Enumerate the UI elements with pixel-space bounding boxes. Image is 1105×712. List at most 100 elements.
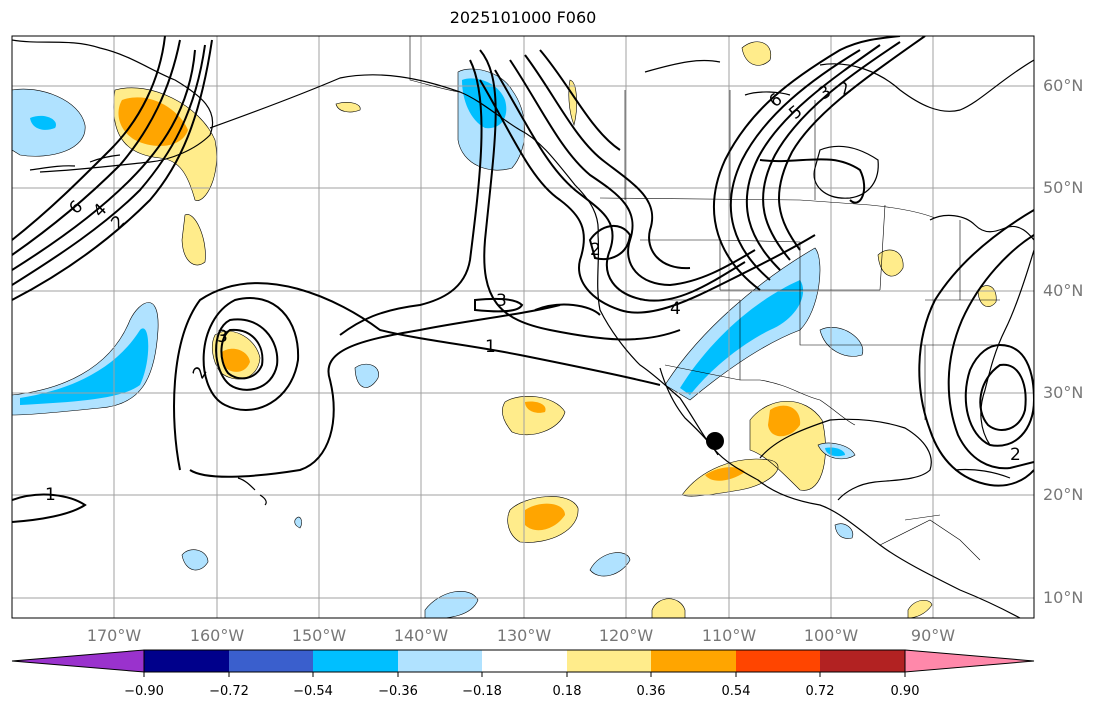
lon-label-90w: 90°W [910,626,956,645]
colorbar-segment [482,650,567,672]
colorbar-tick-label: −0.72 [209,684,249,699]
positive-region-11 [907,600,933,618]
positive-region-12 [877,249,904,277]
positive-region-4 [335,102,361,113]
positive-region-9b [525,503,565,531]
contour-subtropical-1 [173,282,661,471]
contour-ridge [339,59,483,336]
contour-label: 2 [107,212,129,234]
cuba [954,468,1011,479]
colorbar-tick-label: −0.54 [293,684,333,699]
colorbar [11,649,1035,677]
colorbar-segment [567,650,651,672]
contour-low-center [202,297,300,411]
contour-ridge-small [534,303,601,316]
colorbar-segment [229,650,313,672]
lat-label-20: 20°N [1043,485,1084,504]
contour-label: 2 [590,240,601,260]
negative-region-6b [825,447,845,457]
contour-label: 1 [485,337,496,357]
contour-label: 4 [670,299,681,319]
colorbar-tick-label: −0.18 [462,684,502,699]
lon-label-140w: 140°W [393,626,449,645]
lon-label-100w: 100°W [803,626,859,645]
colorbar-segment [313,650,398,672]
contour-subtropical-2 [12,493,87,523]
contour-label: 3 [496,291,507,311]
lat-label-30: 30°N [1043,383,1084,402]
contour-ridge-small [474,297,524,313]
lat-label-60: 60°N [1043,76,1084,95]
lat-label-40: 40°N [1043,281,1084,300]
colorbar-tick-label: −0.36 [378,684,418,699]
lon-label-170w: 170°W [86,626,142,645]
map-title: 2025101000 F060 [449,8,597,27]
positive-region-7 [502,396,566,436]
contour-northeast-ridge [745,44,881,271]
alaska-canada-border [409,36,461,93]
positive-region-10 [651,598,686,618]
positive-region-8b [705,405,801,481]
colorbar-tick-label: 0.72 [805,684,835,699]
contour-label: 3 [816,82,835,105]
positive-region-2 [181,214,206,266]
colorbar-segment [651,650,736,672]
contour-northeast-ridge [778,36,926,251]
contour-west-trough [12,44,206,286]
lon-label-130w: 130°W [496,626,552,645]
colorbar-outline [143,649,906,673]
positive-region-3b [222,348,250,372]
contour-coastal-trough [509,59,756,287]
negative-region-12 [294,516,302,529]
contour-east-trough [918,209,1034,487]
colorbar-extend-left [11,649,145,673]
contour-label: 2 [1010,445,1021,465]
contour-northeast-ridge [759,158,866,204]
negative-region-8 [589,552,631,577]
lon-label-110w: 110°W [701,626,757,645]
shaded-field [12,41,997,618]
lat-label-10: 10°N [1043,588,1084,607]
us-mexico-border [664,364,856,426]
contour-west-trough [12,36,166,241]
canada-province-borders [624,90,816,200]
graticule [12,36,1034,618]
positive-region-6 [741,41,772,66]
colorbar-tick-label: 0.18 [552,684,582,699]
contour-west-trough [12,39,181,256]
contour-northeast-ridge [712,36,901,291]
colorbar-segment [398,650,482,672]
map-frame [11,35,1035,619]
positive-region-8 [681,400,826,497]
negative-region-10 [834,523,854,539]
contour-label: 2 [189,363,212,382]
lon-label-120w: 120°W [598,626,654,645]
negative-region-9 [424,591,479,618]
contour-upstream-small [588,225,632,260]
contour-low-center [220,328,264,380]
contour-coastal-trough [479,79,816,314]
negative-region-11 [354,363,379,388]
contour-west-trough [12,49,196,271]
contour-ridge [189,304,561,478]
negative-region-1b [30,115,56,130]
negative-region-2b [20,328,149,405]
alaska-coast [12,39,599,236]
aleutian-islands [29,154,121,171]
colorbar-segment [820,650,905,672]
colorbar-segment [144,650,229,672]
us-canada-border [599,197,936,219]
colorbar-extend-right [904,649,1035,673]
great-lakes [929,214,1034,241]
contour-coastal-trough [539,49,621,151]
positive-region-7b [525,401,546,413]
colorbar-tick-label: 0.36 [636,684,666,699]
contour-label: 3 [217,327,228,347]
contour-northeast-ridge [762,41,901,261]
contour-east-low [979,363,1027,431]
us-west-coast [597,234,1021,618]
location-marker [706,432,724,450]
positive-region-1b [118,97,188,146]
contour-west-trough [12,39,213,301]
